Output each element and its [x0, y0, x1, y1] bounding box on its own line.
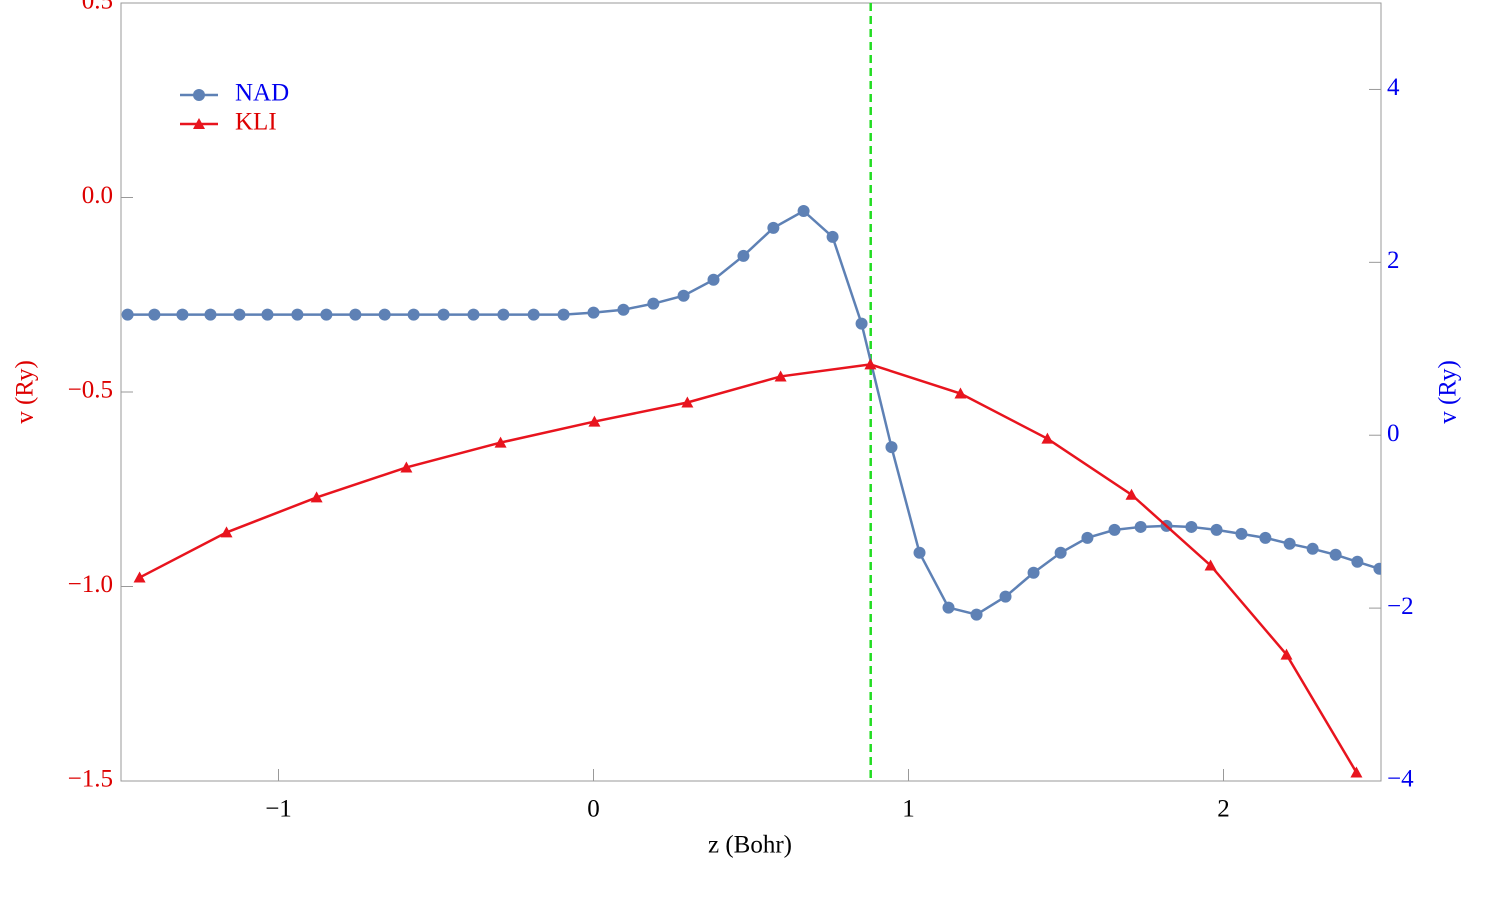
x-axis-label: z (Bohr) — [708, 832, 792, 859]
point — [737, 249, 750, 262]
point — [677, 289, 690, 302]
point — [970, 608, 983, 621]
point — [1283, 537, 1296, 550]
point — [176, 308, 189, 321]
point — [1185, 520, 1198, 533]
point — [855, 317, 868, 330]
point — [148, 308, 161, 321]
y-tick-label: −1.0 — [68, 571, 113, 598]
plot-frame — [120, 2, 1382, 782]
point — [1280, 648, 1293, 660]
point — [1306, 542, 1319, 555]
legend-marker — [193, 89, 205, 101]
point — [1210, 523, 1223, 536]
y-tick-label: 0.0 — [82, 182, 113, 209]
point — [497, 308, 510, 321]
point — [774, 370, 787, 382]
plot-area — [121, 3, 1381, 781]
point — [587, 306, 600, 319]
point — [378, 308, 391, 321]
series-line — [139, 363, 1358, 774]
point — [1041, 432, 1054, 444]
point — [826, 230, 839, 243]
point — [133, 571, 146, 583]
point — [617, 303, 630, 316]
point — [557, 308, 570, 321]
x-tick-label: 2 — [1217, 796, 1230, 823]
point — [707, 273, 720, 286]
point — [954, 387, 967, 399]
point — [1134, 520, 1147, 533]
point — [588, 415, 601, 427]
point — [885, 441, 898, 454]
y2-tick-label: 2 — [1387, 247, 1400, 274]
point — [913, 546, 926, 559]
point — [233, 308, 246, 321]
point — [647, 297, 660, 310]
point — [407, 308, 420, 321]
point — [797, 204, 810, 217]
x-tick-label: −1 — [265, 796, 292, 823]
point — [681, 396, 694, 408]
point — [204, 308, 217, 321]
point — [1054, 546, 1067, 559]
point — [1350, 766, 1363, 778]
point — [494, 436, 507, 448]
y-axis-label: v (Ry) — [12, 360, 39, 424]
point — [220, 526, 233, 538]
point — [1373, 562, 1381, 575]
point — [1125, 488, 1138, 500]
point — [942, 601, 955, 614]
point — [1329, 548, 1342, 561]
point — [1259, 531, 1272, 544]
point — [349, 308, 362, 321]
y2-tick-label: 0 — [1387, 420, 1400, 447]
point — [1081, 531, 1094, 544]
point — [291, 308, 304, 321]
point — [1027, 566, 1040, 579]
legend-label: NAD — [235, 80, 289, 107]
legend-marker — [193, 118, 205, 129]
x-tick-label: 0 — [587, 796, 600, 823]
series-line — [127, 209, 1380, 616]
point — [1204, 559, 1217, 571]
legend-label: KLI — [235, 109, 277, 136]
y2-axis-label: v (Ry) — [1435, 360, 1462, 424]
y2-tick-label: −2 — [1387, 593, 1414, 620]
point — [400, 461, 413, 473]
point — [437, 308, 450, 321]
y-tick-label: −0.5 — [68, 377, 113, 404]
y2-tick-label: −4 — [1387, 766, 1414, 793]
point — [527, 308, 540, 321]
point — [864, 358, 877, 370]
point — [467, 308, 480, 321]
point — [999, 590, 1012, 603]
point — [1351, 555, 1364, 568]
y-tick-label: −1.5 — [68, 766, 113, 793]
x-tick-label: 1 — [902, 796, 915, 823]
point — [320, 308, 333, 321]
point — [767, 221, 780, 234]
point — [1235, 527, 1248, 540]
point — [121, 308, 134, 321]
point — [261, 308, 274, 321]
point — [1108, 523, 1121, 536]
y-tick-label: 0.5 — [82, 0, 113, 15]
y2-tick-label: 4 — [1387, 74, 1400, 101]
point — [310, 491, 323, 503]
